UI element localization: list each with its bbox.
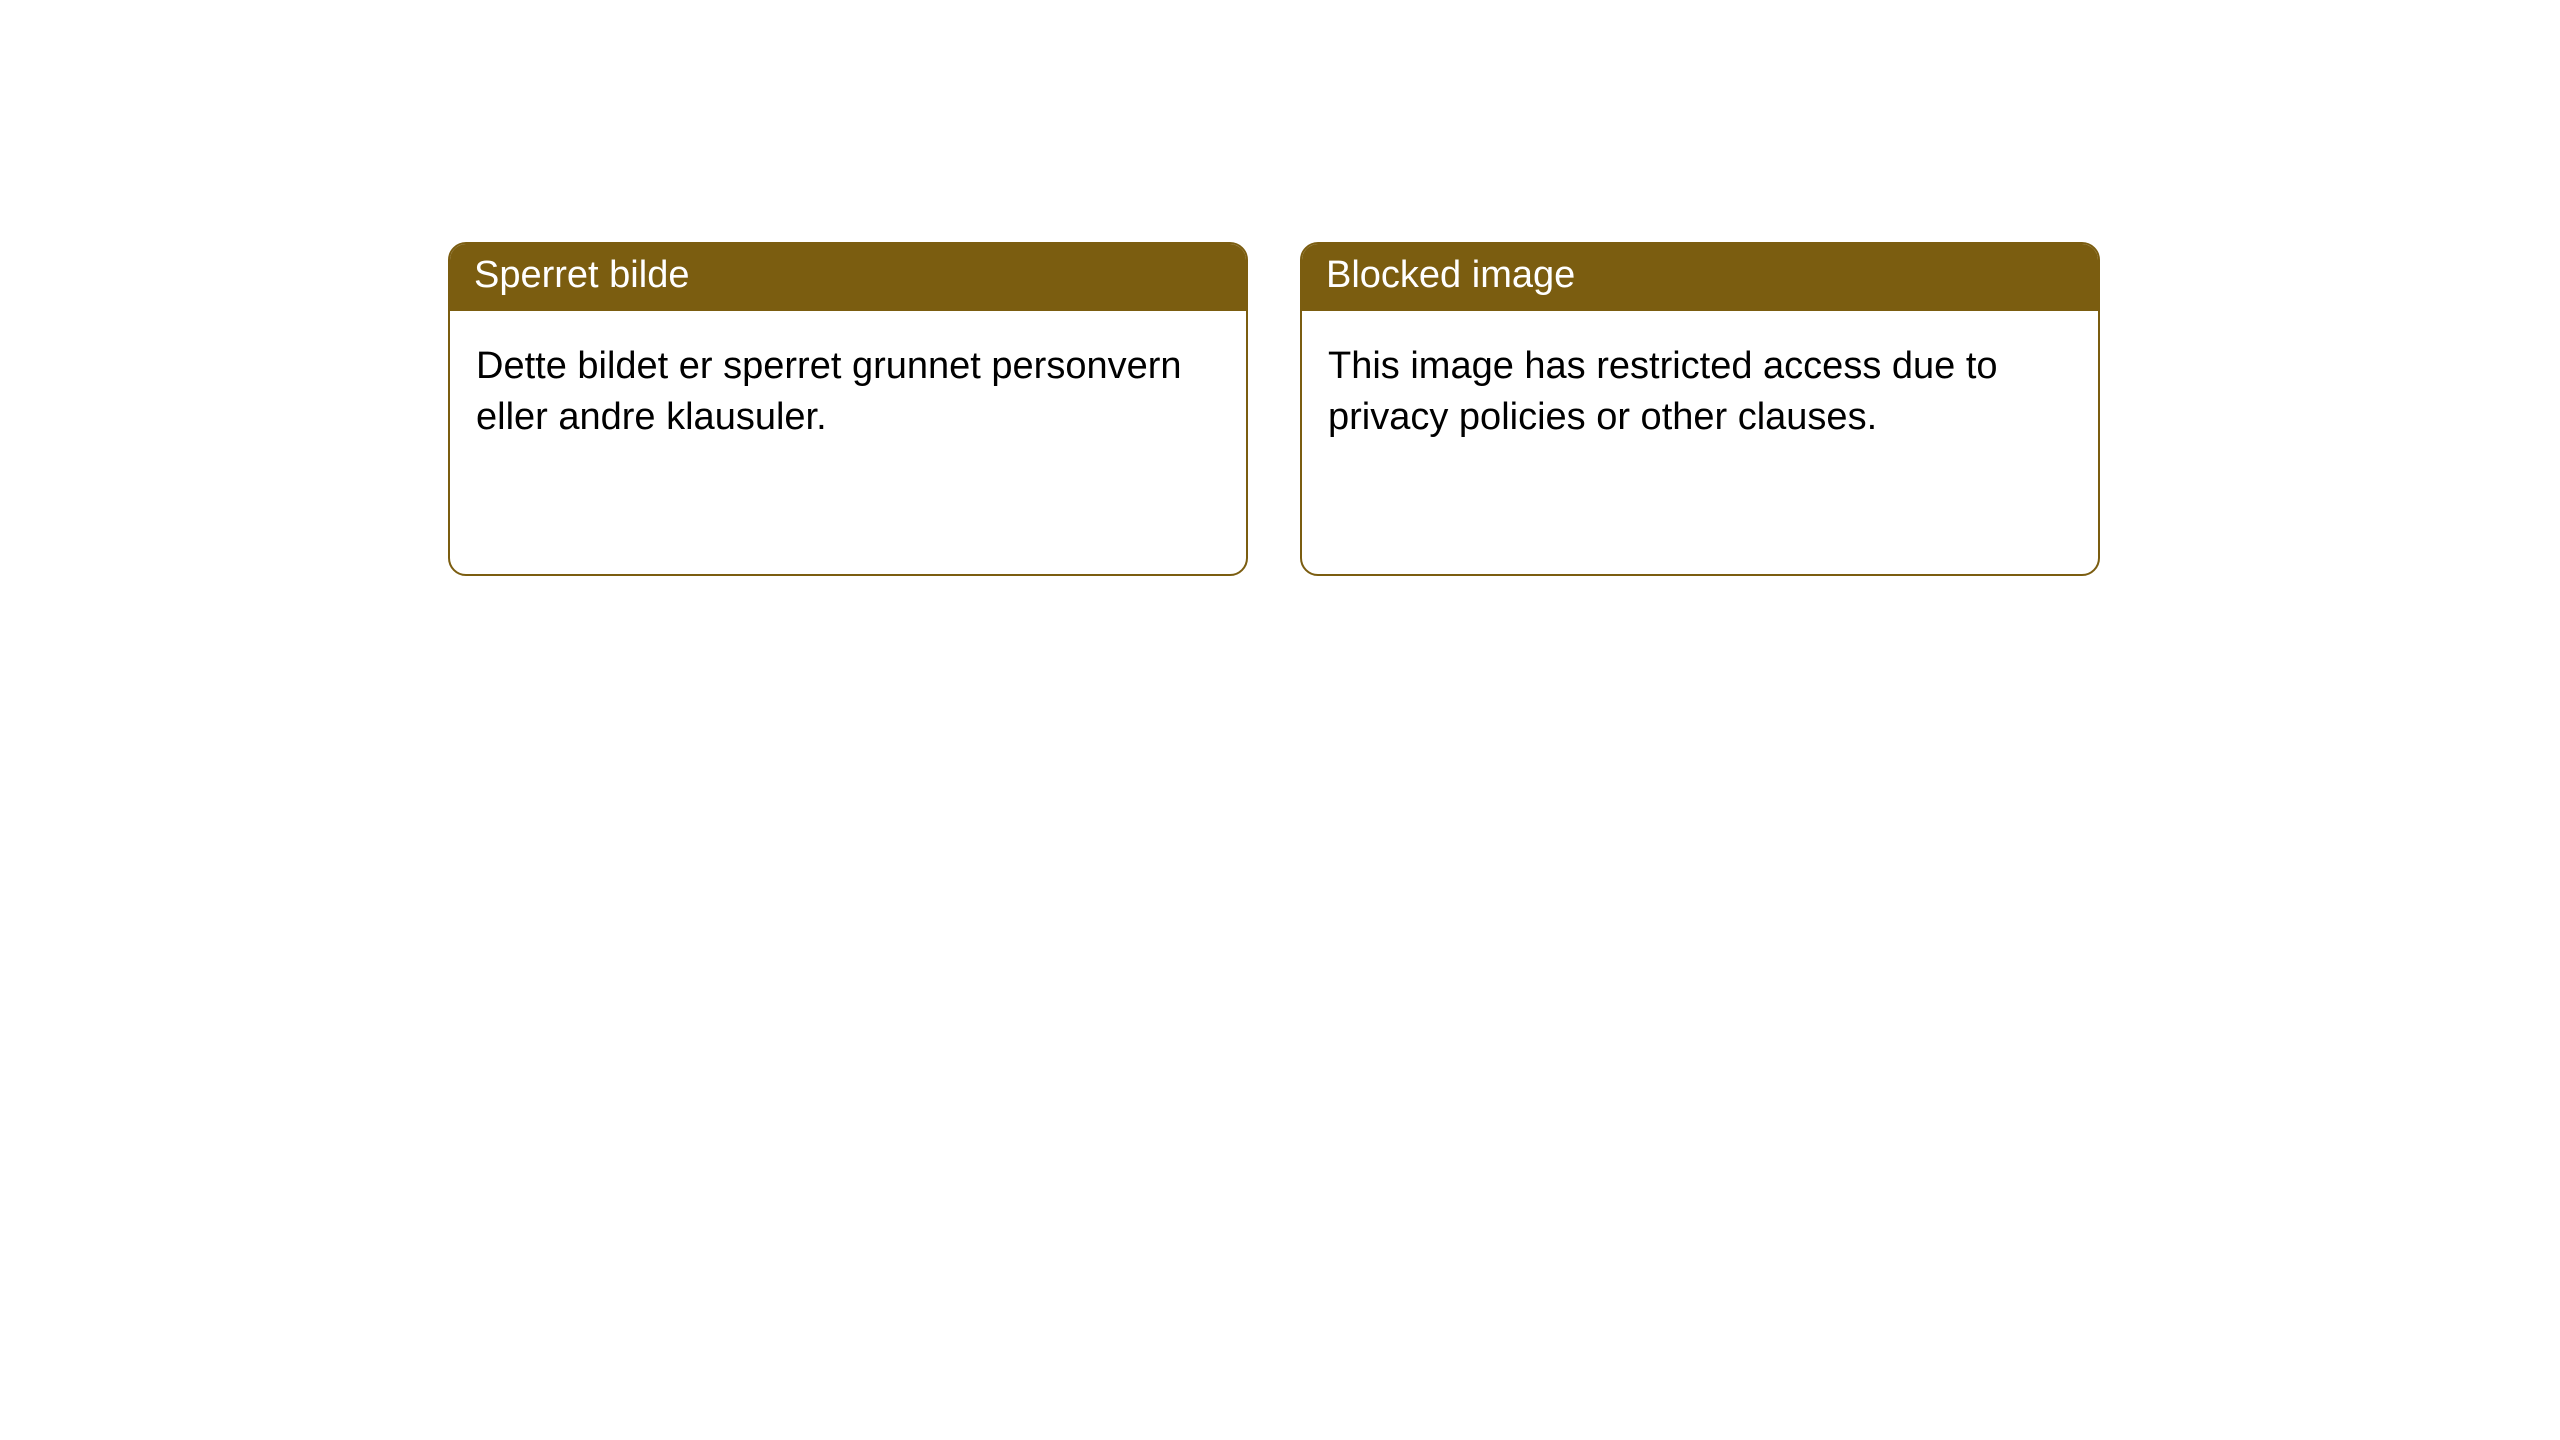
card-body-text: This image has restricted access due to … bbox=[1328, 345, 1998, 438]
card-title: Sperret bilde bbox=[474, 254, 689, 296]
card-body: Dette bildet er sperret grunnet personve… bbox=[450, 311, 1246, 474]
notice-card-norwegian: Sperret bilde Dette bildet er sperret gr… bbox=[448, 242, 1248, 576]
card-header: Blocked image bbox=[1302, 244, 2098, 311]
notice-card-english: Blocked image This image has restricted … bbox=[1300, 242, 2100, 576]
notice-container: Sperret bilde Dette bildet er sperret gr… bbox=[448, 242, 2100, 576]
card-body: This image has restricted access due to … bbox=[1302, 311, 2098, 474]
card-header: Sperret bilde bbox=[450, 244, 1246, 311]
card-body-text: Dette bildet er sperret grunnet personve… bbox=[476, 345, 1182, 438]
card-title: Blocked image bbox=[1326, 254, 1575, 296]
